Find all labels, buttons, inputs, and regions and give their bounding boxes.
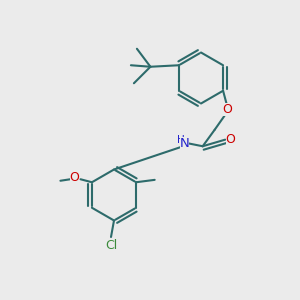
Text: H: H bbox=[177, 135, 185, 145]
Text: O: O bbox=[70, 171, 80, 184]
Text: N: N bbox=[179, 137, 189, 150]
Text: Cl: Cl bbox=[105, 239, 117, 252]
Text: O: O bbox=[223, 103, 232, 116]
Text: O: O bbox=[226, 133, 236, 146]
